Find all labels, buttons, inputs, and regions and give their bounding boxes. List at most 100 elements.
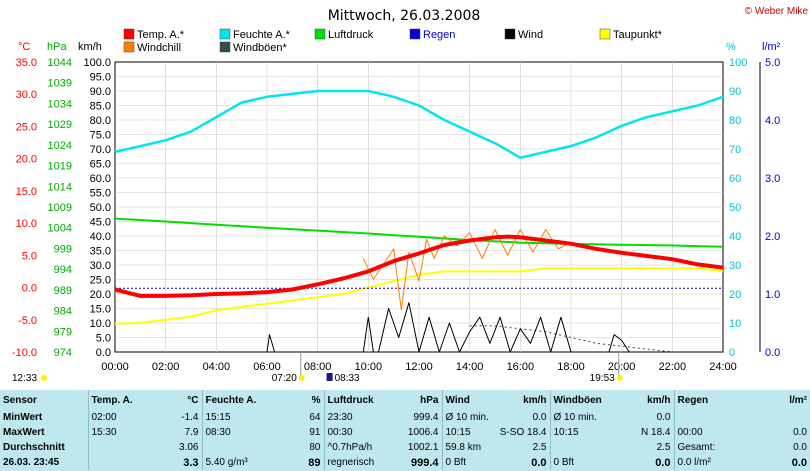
legend-label: Windböen* <box>233 42 288 54</box>
temp-avg: 3.06 <box>179 442 199 453</box>
wind-tick-label: 85.0 <box>90 101 111 113</box>
pressure-unit-label: hPa <box>47 41 67 53</box>
pressure-tick-label: 1024 <box>48 140 72 152</box>
wind-current: 0.0 <box>531 456 547 469</box>
gusts-avg: 0.0 <box>656 412 671 423</box>
pressure-min: 999.4 <box>413 412 439 423</box>
temp-unit: °C <box>187 394 199 406</box>
chart-legend: Temp. A.* Feuchte A.* Luftdruck Regen Wind Ta… <box>123 28 663 54</box>
rain-total-label: Gesamt: <box>673 440 738 455</box>
summary-table: Sensor Temp. A. °C Feuchte A. % Luftdruc… <box>0 390 810 471</box>
temp-tick-label: 35.0 <box>16 57 37 69</box>
wind-tick-label: 5.0 <box>96 333 111 345</box>
pressure-unit: hPa <box>420 394 439 406</box>
legend-swatch <box>314 28 326 40</box>
series-line-luftdruck <box>114 217 724 248</box>
wind-header: Wind <box>441 390 494 410</box>
transit-label: 08:33 <box>335 373 360 384</box>
row-label-min: MinWert <box>3 412 43 423</box>
legend-swatch <box>599 28 611 40</box>
legend-swatch <box>123 41 135 53</box>
humidity-avg-blank <box>201 440 272 455</box>
time-tick-label: 22:00 <box>659 361 687 373</box>
legend-label: Wind <box>518 29 543 41</box>
pressure-tick-label: 1034 <box>48 98 72 110</box>
gusts-max: N 18.4 <box>641 427 671 438</box>
gusts-bft: 0 Bft <box>549 455 610 470</box>
wind-tick-label: 55.0 <box>90 188 111 200</box>
series-line-tempa <box>114 234 724 298</box>
humidity-tick-label: 100 <box>729 57 747 69</box>
pressure-tick-label: 999 <box>54 243 72 255</box>
humidity-tick-label: 70 <box>729 144 741 156</box>
humidity-unit-label: % <box>726 41 736 53</box>
pressure-tick-label: 994 <box>54 264 72 276</box>
rain-empty <box>673 410 738 425</box>
row-label-max: MaxWert <box>3 427 45 438</box>
wind-tick-label: 70.0 <box>90 144 111 156</box>
wind-max: S-SO 18.4 <box>499 427 547 438</box>
rain-tick-label: 4.0 <box>765 115 780 127</box>
legend-label: Feuchte A.* <box>233 29 291 41</box>
time-tick-label: 02:00 <box>152 361 180 373</box>
wind-tick-label: 40.0 <box>90 231 111 243</box>
temp-tick-label: 15.0 <box>16 186 37 198</box>
humidity-avg: 80 <box>309 442 321 453</box>
humidity-tick-label: 30 <box>729 260 741 272</box>
pressure-tick-label: 974 <box>54 347 72 359</box>
sun-icon <box>298 375 305 381</box>
row-label-avg: Durchschnitt <box>3 442 65 453</box>
pressure-header: Luftdruck <box>323 390 388 410</box>
time-tick-label: 04:00 <box>203 361 231 373</box>
wind-tick-label: 75.0 <box>90 130 111 142</box>
gusts-avg-label: Ø 10 min. <box>549 410 610 425</box>
wind-day-avg: 2.5 <box>532 442 547 453</box>
temp-tick-label: -10.0 <box>12 347 37 359</box>
wind-tick-label: 20.0 <box>90 289 111 301</box>
wind-distance: 59.8 km <box>441 440 494 455</box>
humidity-tick-label: 20 <box>729 289 741 301</box>
humidity-tick-label: 90 <box>729 86 741 98</box>
time-tick-label: 14:00 <box>456 361 484 373</box>
pressure-tick-label: 1019 <box>48 161 72 173</box>
legend-label: Temp. A.* <box>137 29 185 41</box>
humidity-min: 64 <box>309 412 321 423</box>
rain-tick-label: 5.0 <box>765 57 780 69</box>
wind-avg: 0.0 <box>532 412 547 423</box>
summary-header-row: Sensor Temp. A. °C Feuchte A. % Luftdruc… <box>0 390 810 410</box>
rain-tick-label: 3.0 <box>765 173 780 185</box>
temp-tick-label: 20.0 <box>16 154 37 166</box>
weather-chart: Temp. A.* Feuchte A.* Luftdruck Regen Wind Ta… <box>11 6 809 384</box>
row-label-current: 26.03. 23:45 <box>3 457 60 468</box>
chart-axes: 100.095.090.085.080.075.070.065.060.055.… <box>12 41 781 373</box>
humidity-abs: 5.40 g/m³ <box>201 455 272 470</box>
wind-tick-label: 100.0 <box>83 57 111 69</box>
time-tick-label: 12:00 <box>405 361 433 373</box>
legend-swatch <box>219 28 231 40</box>
time-tick-label: 10:00 <box>355 361 383 373</box>
summary-row-max: MaxWert 15:30 7.9 08:30 91 00:30 1006.4 … <box>0 425 810 440</box>
gusts-header: Windböen <box>549 390 610 410</box>
wind-avg-label: Ø 10 min. <box>441 410 494 425</box>
sun-icon <box>616 375 623 381</box>
pressure-tick-label: 1004 <box>48 223 72 235</box>
pressure-avg: 1002.1 <box>407 442 439 453</box>
wind-tick-label: 60.0 <box>90 173 111 185</box>
humidity-tick-label: 0 <box>729 347 735 359</box>
pressure-forecast: regnerisch <box>323 455 388 470</box>
pressure-tick-label: 1044 <box>48 57 72 69</box>
humidity-current: 89 <box>308 456 321 469</box>
summary-row-current: 26.03. 23:45 3.3 5.40 g/m³ 89 regnerisch… <box>0 455 810 470</box>
temp-tick-label: 10.0 <box>16 218 37 230</box>
temp-tick-label: 5.0 <box>22 250 37 262</box>
pressure-min-time: 23:30 <box>323 410 388 425</box>
wind-tick-label: 50.0 <box>90 202 111 214</box>
wind-unit: km/h <box>523 394 547 406</box>
humidity-max: 91 <box>309 427 321 438</box>
gusts-current: 0.0 <box>655 456 671 469</box>
summary-row-avg: Durchschnitt 3.06 80 ^0.7hPa/h 1002.1 59… <box>0 440 810 455</box>
time-tick-label: 24:00 <box>709 361 737 373</box>
legend-swatch <box>409 28 421 40</box>
moonrise-label: 12:33 <box>12 373 37 384</box>
rain-current: 0.0 <box>791 456 807 469</box>
